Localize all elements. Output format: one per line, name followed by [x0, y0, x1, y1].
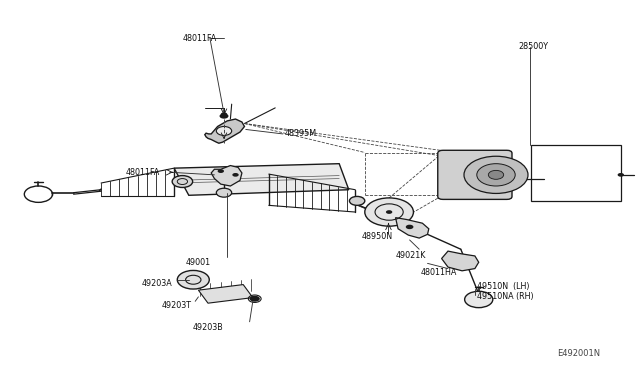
Circle shape [172, 176, 193, 187]
Circle shape [177, 270, 209, 289]
Text: 49203A: 49203A [142, 279, 173, 288]
FancyBboxPatch shape [438, 150, 512, 199]
Circle shape [406, 225, 413, 229]
Text: 48395M: 48395M [284, 129, 316, 138]
Circle shape [349, 196, 365, 205]
Circle shape [218, 169, 224, 173]
Text: 48011FA: 48011FA [182, 34, 217, 43]
Polygon shape [205, 119, 244, 143]
Circle shape [216, 126, 232, 135]
Circle shape [220, 113, 228, 119]
Text: E492001N: E492001N [557, 349, 600, 358]
Bar [531, 145, 621, 201]
Circle shape [464, 156, 528, 193]
Text: 48011HA: 48011HA [421, 268, 458, 277]
Polygon shape [198, 285, 253, 303]
Circle shape [477, 164, 515, 186]
Text: 49510NA (RH): 49510NA (RH) [477, 292, 533, 301]
Text: 49203B: 49203B [193, 323, 223, 332]
Text: 28500Y: 28500Y [518, 42, 548, 51]
Polygon shape [396, 218, 429, 238]
Circle shape [221, 112, 227, 116]
Text: 48011FA: 48011FA [125, 168, 160, 177]
Circle shape [365, 198, 413, 226]
Circle shape [386, 210, 392, 214]
Polygon shape [211, 166, 242, 186]
Text: 49001: 49001 [186, 258, 211, 267]
Circle shape [465, 291, 493, 308]
Circle shape [216, 188, 232, 197]
Text: 49021K: 49021K [396, 251, 426, 260]
Text: 49510N  (LH): 49510N (LH) [477, 282, 529, 291]
Polygon shape [174, 164, 349, 195]
Text: 49203T: 49203T [161, 301, 191, 310]
Text: 48950N: 48950N [362, 232, 393, 241]
Circle shape [250, 296, 260, 302]
Circle shape [488, 170, 504, 179]
Polygon shape [442, 251, 479, 271]
Circle shape [232, 173, 239, 177]
Circle shape [618, 173, 624, 177]
